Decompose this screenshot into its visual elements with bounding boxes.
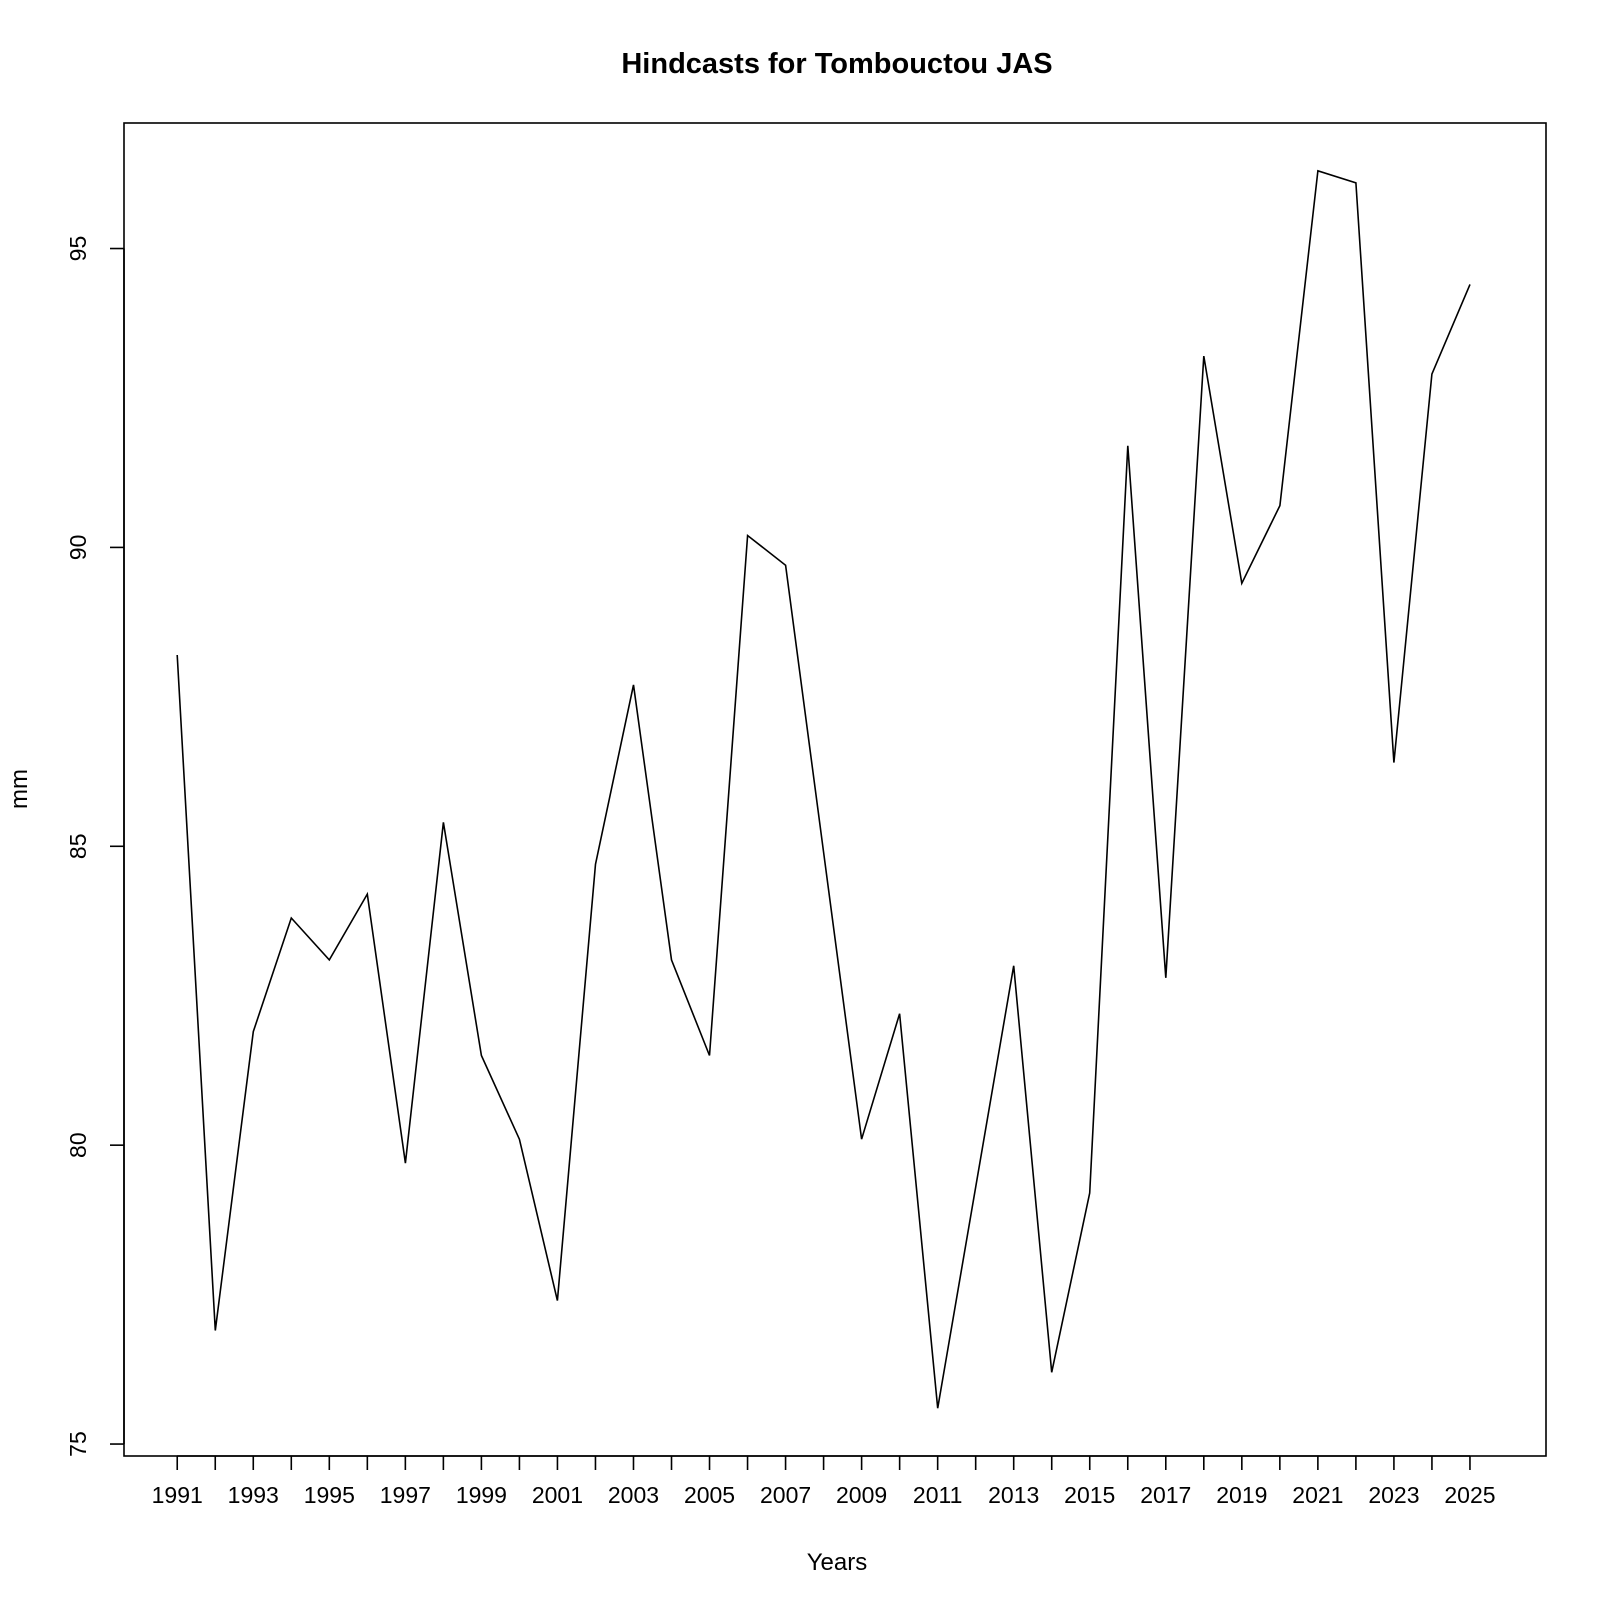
x-tick-label: 2019	[1216, 1482, 1267, 1508]
chart-title: Hindcasts for Tombouctou JAS	[621, 48, 1052, 80]
x-tick-label: 2025	[1444, 1482, 1495, 1508]
y-tick-label: 85	[65, 833, 91, 859]
x-tick-label: 2003	[608, 1482, 659, 1508]
y-tick-label: 90	[65, 535, 91, 561]
x-tick-label: 1997	[380, 1482, 431, 1508]
x-tick-label: 2013	[988, 1482, 1039, 1508]
x-tick-label: 2011	[913, 1482, 962, 1508]
y-tick-label: 95	[65, 236, 91, 262]
x-tick-label: 2007	[760, 1482, 811, 1508]
x-tick-label: 1991	[152, 1482, 203, 1508]
plot-frame	[123, 122, 1547, 1457]
x-tick-label: 1999	[456, 1482, 507, 1508]
series-layer	[176, 169, 1471, 1409]
x-tick-label: 2023	[1368, 1482, 1419, 1508]
x-tick-label: 1993	[228, 1482, 279, 1508]
x-tick-label: 2015	[1064, 1482, 1115, 1508]
y-tick-label: 80	[65, 1132, 91, 1158]
x-tick-label: 2005	[684, 1482, 735, 1508]
x-tick-label: 2017	[1140, 1482, 1191, 1508]
series-line	[176, 169, 1471, 1409]
x-axis: 1991 1993 1995 1997 1999 2001 2003 2005 2007 2009…	[152, 1455, 1496, 1508]
x-tick-label: 2021	[1292, 1482, 1343, 1508]
y-axis: 75 80 85 90 95	[65, 236, 125, 1457]
y-tick-label: 75	[65, 1431, 91, 1457]
x-axis-label: Years	[807, 1549, 868, 1576]
y-axis-label: mm	[6, 769, 33, 809]
x-tick-label: 2009	[836, 1482, 887, 1508]
x-tick-label: 1995	[304, 1482, 355, 1508]
x-tick-label: 2001	[532, 1482, 583, 1508]
